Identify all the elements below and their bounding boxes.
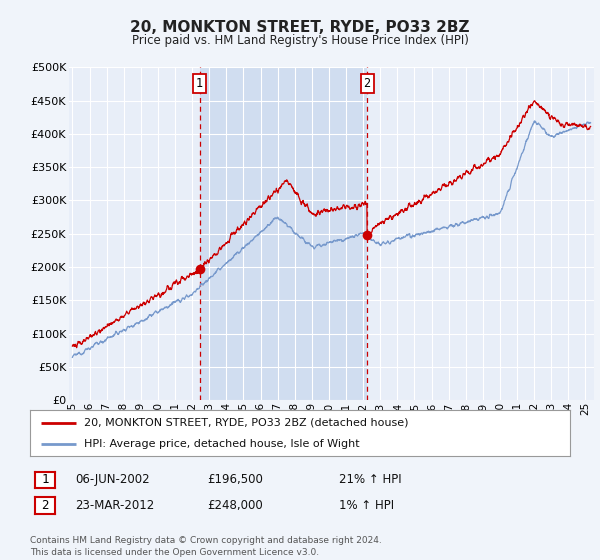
Text: 21% ↑ HPI: 21% ↑ HPI <box>339 473 401 487</box>
Text: HPI: Average price, detached house, Isle of Wight: HPI: Average price, detached house, Isle… <box>84 439 359 449</box>
Text: Contains HM Land Registry data © Crown copyright and database right 2024.
This d: Contains HM Land Registry data © Crown c… <box>30 536 382 557</box>
Text: 2: 2 <box>364 77 371 90</box>
Text: 1% ↑ HPI: 1% ↑ HPI <box>339 498 394 512</box>
Text: 06-JUN-2002: 06-JUN-2002 <box>75 473 149 487</box>
Text: 20, MONKTON STREET, RYDE, PO33 2BZ: 20, MONKTON STREET, RYDE, PO33 2BZ <box>130 20 470 35</box>
Text: £196,500: £196,500 <box>207 473 263 487</box>
Text: 1: 1 <box>41 473 49 487</box>
Text: 20, MONKTON STREET, RYDE, PO33 2BZ (detached house): 20, MONKTON STREET, RYDE, PO33 2BZ (deta… <box>84 418 409 428</box>
Text: Price paid vs. HM Land Registry's House Price Index (HPI): Price paid vs. HM Land Registry's House … <box>131 34 469 46</box>
Text: 23-MAR-2012: 23-MAR-2012 <box>75 498 154 512</box>
Bar <box>200 67 367 400</box>
Text: 1: 1 <box>196 77 203 90</box>
Text: 2: 2 <box>41 498 49 512</box>
Text: £248,000: £248,000 <box>207 498 263 512</box>
